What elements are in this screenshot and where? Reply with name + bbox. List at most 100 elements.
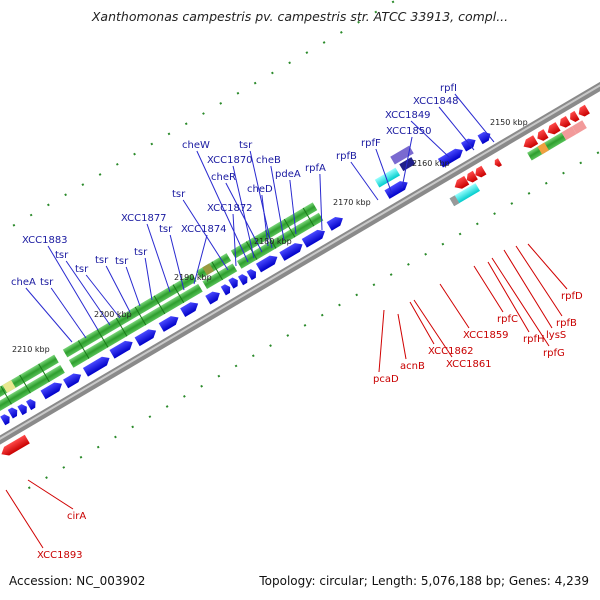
leader-line (515, 245, 563, 317)
pink-gene (561, 126, 577, 141)
leader-line (232, 213, 237, 267)
reverse-gene-arrow (559, 115, 571, 128)
gene-label-upper[interactable]: cheA (11, 277, 36, 288)
reverse-gene-arrow (523, 135, 539, 149)
leader-line (261, 194, 269, 247)
gene-label-upper[interactable]: XCC1848 (413, 96, 459, 107)
leader-line (410, 120, 451, 159)
forward-gene-arrow (7, 407, 18, 419)
gene-label-lower[interactable]: pcaD (373, 374, 399, 385)
forward-gene-arrow (326, 217, 343, 231)
gray-gene (449, 195, 460, 207)
cds-band-rpf (399, 157, 416, 172)
reverse-gene-arrow (570, 110, 580, 122)
orange-gene (537, 142, 549, 155)
leader-line (473, 265, 504, 313)
reverse-gene-arrow (547, 122, 561, 135)
gene-label-lower[interactable]: cirA (67, 511, 86, 522)
cds-bands (0, 145, 416, 414)
gene-label-upper[interactable]: rpfA (305, 163, 326, 174)
reverse-genes (1, 104, 590, 456)
reverse-gene-arrow (466, 170, 478, 183)
kbp-label: 2190 kbp (174, 273, 212, 282)
cds-band (230, 202, 318, 259)
reverse-gene-arrow (1, 434, 30, 456)
gene-label-upper[interactable]: XCC1849 (385, 110, 431, 121)
gene-label-upper[interactable]: rpfI (440, 83, 457, 94)
leader-line (270, 165, 285, 241)
gene-label-upper[interactable]: tsr (95, 255, 109, 266)
gene-label-upper[interactable]: cheW (182, 140, 210, 151)
gene-label-lower[interactable]: rpfH (523, 334, 545, 345)
gene-label-upper[interactable]: tsr (40, 277, 54, 288)
gene-label-lower[interactable]: acnB (400, 361, 425, 372)
leader-line (225, 182, 263, 253)
gene-label-upper[interactable]: XCC1874 (181, 224, 227, 235)
kbp-label: 2200 kbp (94, 310, 132, 319)
leader-line (182, 199, 229, 271)
gene-label-lower[interactable]: rpfG (543, 348, 565, 359)
gene-label-lower[interactable]: XCC1893 (37, 550, 83, 561)
leader-line (193, 234, 208, 285)
leader-line (249, 150, 273, 249)
gene-label-lower[interactable]: rpfB (556, 318, 577, 329)
gene-label-upper[interactable]: pdeA (275, 169, 301, 180)
cds-band-cyan (374, 167, 401, 188)
gene-label-upper[interactable]: tsr (134, 247, 148, 258)
leader-line (85, 274, 121, 319)
gene-label-upper[interactable]: XCC1850 (386, 126, 432, 137)
gene-label-upper[interactable]: cheB (256, 155, 281, 166)
topology-text: Topology: circular; Length: 5,076,188 bp… (259, 574, 589, 588)
cds-band-pseudo (202, 263, 214, 276)
gene-label-upper[interactable]: rpfB (336, 151, 357, 162)
gene-label-upper[interactable]: XCC1870 (207, 155, 253, 166)
forward-genes (0, 131, 491, 426)
gene-label-upper[interactable]: rpfF (361, 138, 381, 149)
leader-line (350, 161, 379, 201)
forward-gene-arrow (220, 284, 231, 296)
gene-label-upper[interactable]: tsr (75, 264, 89, 275)
forward-gene-arrow (82, 356, 110, 377)
forward-gene-arrow (246, 269, 257, 281)
kbp-label: 2160 kbp (412, 159, 450, 168)
gene-label-upper[interactable]: tsr (172, 189, 186, 200)
leader-line (487, 261, 530, 333)
gene-label-upper[interactable]: tsr (115, 256, 129, 267)
gene-label-lower[interactable]: XCC1859 (463, 330, 509, 341)
gene-label-lower[interactable]: rpfC (497, 314, 518, 325)
gene-label-lower[interactable]: XCC1861 (446, 359, 492, 370)
reverse-gene-arrow (475, 165, 487, 178)
cds-band-rpf (390, 145, 414, 165)
leader-line (438, 106, 475, 151)
gene-label-upper[interactable]: tsr (239, 140, 253, 151)
map-title: Xanthomonas campestris pv. campestris st… (91, 9, 509, 24)
gene-label-lower[interactable]: lysS (546, 330, 566, 341)
forward-gene-arrow (109, 340, 133, 359)
forward-gene-arrow (63, 373, 82, 389)
gene-label-upper[interactable]: XCC1883 (22, 235, 68, 246)
gene-label-upper[interactable]: XCC1877 (121, 213, 167, 224)
kbp-labels: 2210 kbp 2200 kbp 2190 kbp 2180 kbp 2170 kbp… (12, 118, 528, 354)
leader-line (196, 150, 249, 263)
leader-line (375, 148, 393, 195)
gene-label-lower[interactable]: rpfD (561, 291, 583, 302)
leader-line (378, 309, 385, 373)
leader-line (319, 173, 323, 231)
reverse-gene-arrow (494, 158, 502, 168)
leader-line (47, 245, 99, 331)
leader-line (503, 249, 553, 329)
forward-gene-arrow (134, 329, 157, 347)
leader-line (146, 223, 171, 293)
leader-line (27, 479, 74, 510)
gene-label-upper[interactable]: cheD (247, 184, 273, 195)
gene-label-upper[interactable]: tsr (55, 250, 69, 261)
gene-label-upper[interactable]: tsr (159, 224, 173, 235)
cds-band (62, 273, 197, 358)
gene-label-upper[interactable]: cheR (211, 172, 236, 183)
accession-text: Accession: NC_003902 (9, 574, 146, 588)
gene-label-lower[interactable]: XCC1862 (428, 346, 474, 357)
leader-line (105, 265, 131, 313)
forward-gene-arrow (301, 229, 325, 248)
gene-label-upper[interactable]: XCC1872 (207, 203, 253, 214)
